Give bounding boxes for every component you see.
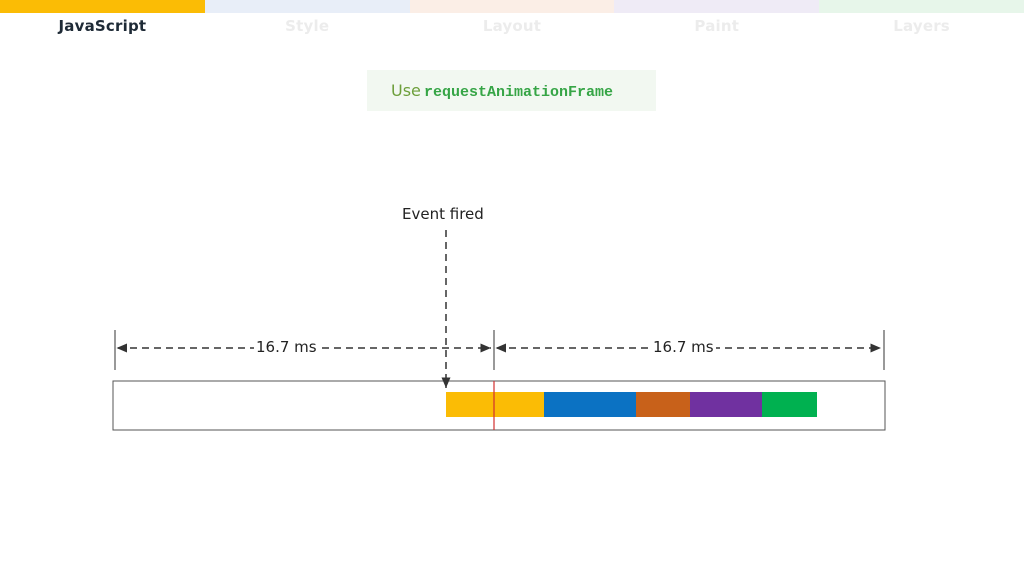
tab-layout-label: Layout — [482, 17, 542, 35]
frame-left-duration-label: 16.7 ms — [254, 338, 319, 356]
tab-paint[interactable]: Paint — [614, 0, 820, 40]
segment-layout — [636, 392, 690, 417]
tab-javascript-bar — [0, 0, 205, 13]
frame-right-duration-label: 16.7 ms — [651, 338, 716, 356]
tab-style-bar — [204, 0, 410, 13]
pipeline-tabs: JavaScript Style Layout Paint Layers — [0, 0, 1024, 40]
tab-layers[interactable]: Layers — [819, 0, 1024, 40]
tab-javascript[interactable]: JavaScript — [0, 0, 205, 40]
segment-javascript — [446, 392, 544, 417]
tab-layout-bar — [409, 0, 615, 13]
tip-box: Use requestAnimationFrame — [367, 70, 656, 111]
segment-paint — [690, 392, 762, 417]
tab-layers-label: Layers — [893, 17, 950, 35]
tip-code: requestAnimationFrame — [424, 84, 614, 101]
tab-layout[interactable]: Layout — [409, 0, 615, 40]
tab-paint-bar — [614, 0, 820, 13]
segment-layers — [762, 392, 817, 417]
tip-prefix: Use — [391, 81, 421, 100]
tab-layers-bar — [819, 0, 1024, 13]
tab-paint-label: Paint — [694, 17, 740, 35]
tab-style-label: Style — [285, 17, 330, 35]
tab-javascript-label: JavaScript — [58, 17, 147, 35]
tab-style[interactable]: Style — [204, 0, 410, 40]
event-fired-label: Event fired — [402, 205, 484, 223]
segment-style — [544, 392, 636, 417]
